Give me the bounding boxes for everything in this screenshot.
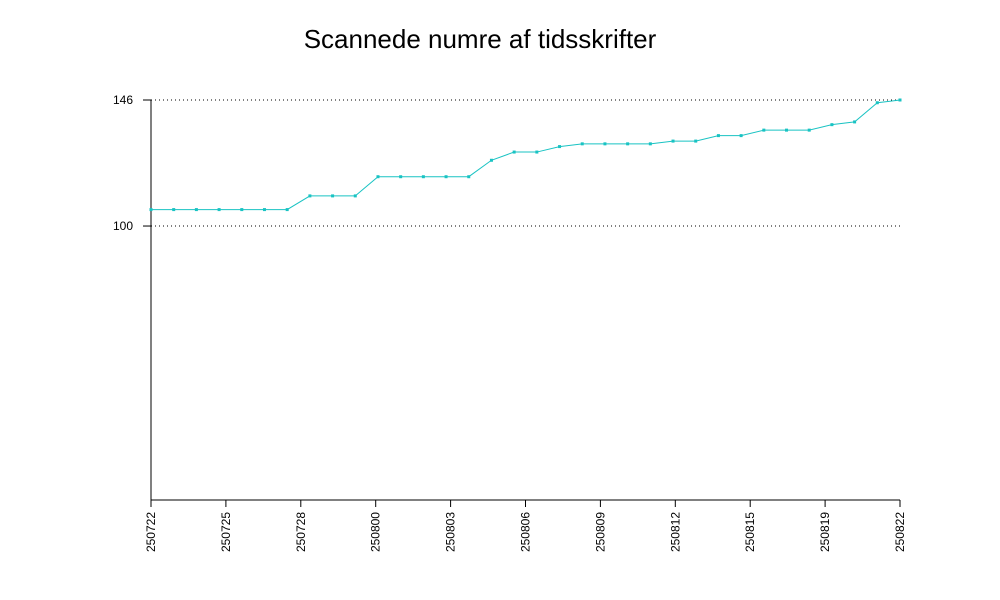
x-tick-label-5: 250806 bbox=[519, 512, 533, 552]
data-point-0-13 bbox=[444, 175, 448, 179]
data-point-0-3 bbox=[217, 208, 221, 212]
data-point-0-17 bbox=[535, 150, 539, 154]
data-point-0-27 bbox=[762, 128, 766, 132]
x-tick-label-9: 250819 bbox=[818, 512, 832, 552]
x-tick-label-10: 250822 bbox=[893, 512, 907, 552]
grid-lines bbox=[151, 99, 900, 227]
data-point-0-11 bbox=[399, 175, 403, 179]
data-point-0-28 bbox=[785, 128, 789, 132]
x-tick-label-4: 250803 bbox=[444, 512, 458, 552]
data-point-0-12 bbox=[421, 175, 425, 179]
axes bbox=[150, 100, 900, 501]
y-tick-label-1: 146 bbox=[113, 93, 133, 107]
data-point-0-24 bbox=[694, 139, 698, 143]
data-point-0-14 bbox=[467, 175, 471, 179]
data-point-0-26 bbox=[739, 134, 743, 138]
data-point-0-6 bbox=[285, 208, 289, 212]
data-point-0-15 bbox=[489, 158, 493, 162]
data-point-0-1 bbox=[172, 208, 176, 212]
data-point-0-23 bbox=[671, 139, 675, 143]
x-tick-label-1: 250725 bbox=[219, 512, 233, 552]
x-tick-label-3: 250800 bbox=[369, 512, 383, 552]
data-point-0-30 bbox=[830, 123, 834, 127]
data-point-0-2 bbox=[194, 208, 198, 212]
series-line-0 bbox=[151, 99, 901, 211]
x-tick-label-6: 250809 bbox=[593, 512, 607, 552]
data-point-0-29 bbox=[807, 128, 811, 132]
data-point-0-8 bbox=[331, 194, 335, 198]
data-point-0-33 bbox=[898, 98, 902, 102]
data-point-0-7 bbox=[308, 194, 312, 198]
data-point-0-21 bbox=[626, 142, 630, 146]
data-point-0-18 bbox=[558, 145, 562, 149]
series-group bbox=[149, 98, 902, 212]
data-point-0-32 bbox=[875, 101, 879, 105]
data-point-0-16 bbox=[512, 150, 516, 154]
x-tick-label-2: 250728 bbox=[294, 512, 308, 552]
chart-title: Scannede numre af tidsskrifter bbox=[303, 24, 657, 54]
x-tick-label-7: 250812 bbox=[668, 512, 682, 552]
y-axis-ticks: 100 146 bbox=[113, 93, 151, 233]
x-tick-label-8: 250815 bbox=[743, 512, 757, 552]
data-point-0-19 bbox=[580, 142, 584, 146]
data-point-0-31 bbox=[853, 120, 857, 124]
data-point-0-9 bbox=[353, 194, 357, 198]
x-axis-ticks: 250722 250725 250728 250800 250803 250806 2508… bbox=[144, 500, 907, 552]
data-point-0-10 bbox=[376, 175, 380, 179]
data-point-0-20 bbox=[603, 142, 607, 146]
data-point-0-22 bbox=[648, 142, 652, 146]
data-point-0-25 bbox=[716, 134, 720, 138]
data-point-0-0 bbox=[149, 208, 153, 212]
y-tick-label-0: 100 bbox=[113, 219, 133, 233]
data-point-0-5 bbox=[262, 208, 266, 212]
x-tick-label-0: 250722 bbox=[144, 512, 158, 552]
data-point-0-4 bbox=[240, 208, 244, 212]
